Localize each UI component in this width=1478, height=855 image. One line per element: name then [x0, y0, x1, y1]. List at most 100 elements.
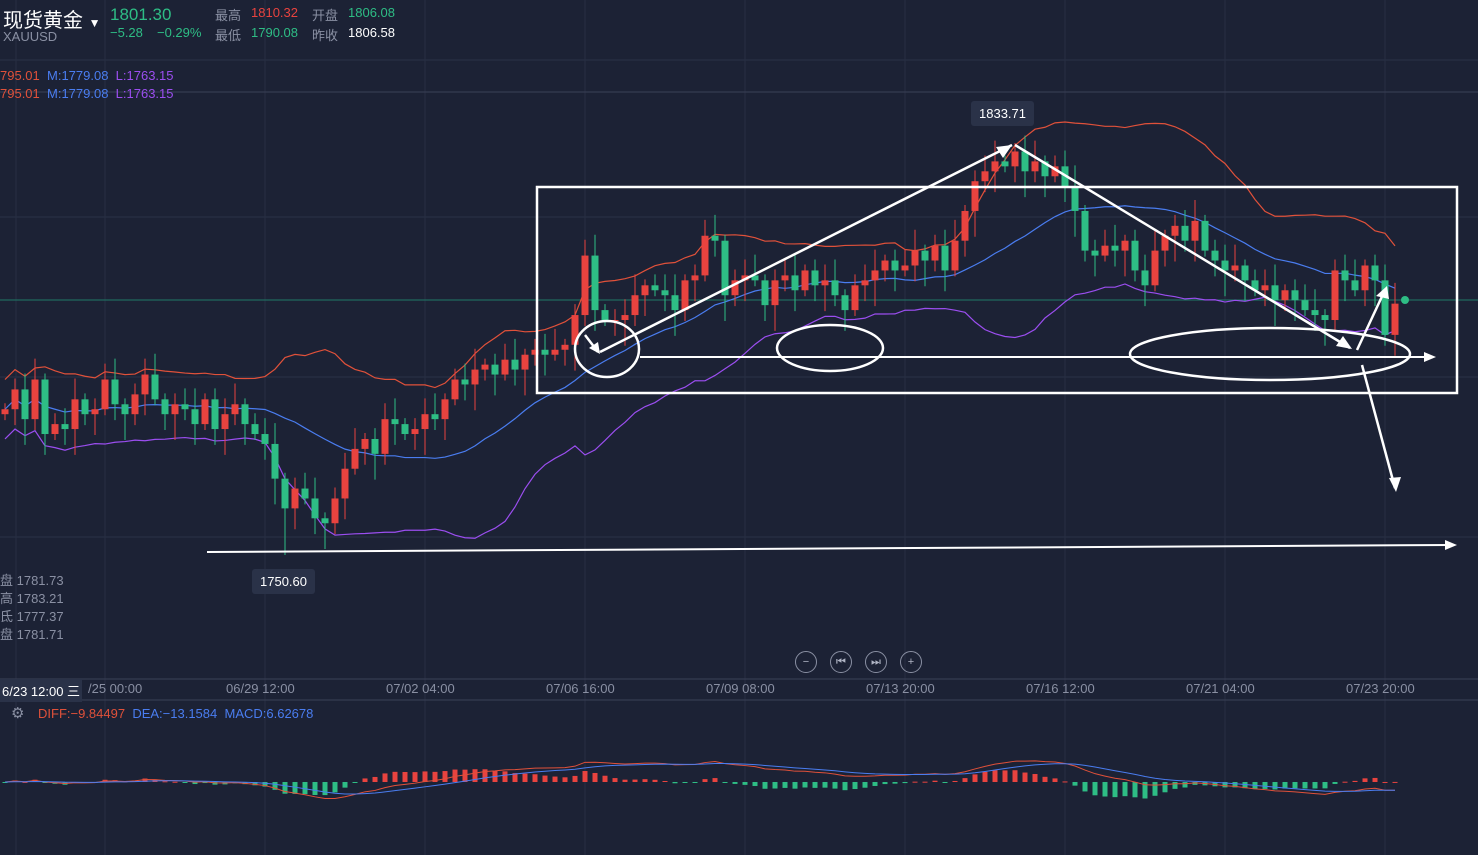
candle-body — [61, 424, 69, 430]
readout-low: 氐 1777.37 — [0, 609, 64, 624]
settings-icon[interactable]: ⚙ — [11, 705, 25, 722]
macd-histogram-bar — [382, 773, 388, 782]
change: −5.28 — [110, 25, 143, 40]
candle-body — [81, 399, 89, 415]
candle-body — [1091, 250, 1099, 256]
macd-histogram-bar — [772, 782, 778, 789]
candle-body — [111, 379, 119, 405]
candle-body — [781, 275, 789, 281]
macd-histogram-bar — [1332, 782, 1338, 784]
instrument-name-text: 现货黄金 — [3, 10, 83, 32]
range-box — [535, 185, 1459, 395]
candle-body — [491, 364, 499, 375]
zoom-in-button[interactable]: + — [900, 651, 922, 673]
candle-body — [381, 419, 389, 454]
candle-body — [1351, 280, 1359, 291]
candle-body — [311, 498, 319, 519]
macd-histogram-bar — [202, 782, 208, 784]
macd-histogram-bar — [1322, 782, 1328, 789]
candle-body — [1361, 265, 1369, 291]
macd-histogram-bar — [582, 771, 588, 782]
candle-body — [1201, 220, 1209, 251]
candle-body — [631, 295, 639, 316]
candle-body — [641, 285, 649, 296]
candle-body — [1121, 240, 1129, 251]
diff-value: DIFF:−9.84497 — [38, 706, 126, 721]
max-price-tooltip: 1833.71 — [971, 101, 1034, 126]
boll-mid: M:1779.08 — [47, 86, 109, 101]
macd-histogram-bar — [2, 782, 8, 783]
candle-body — [141, 374, 149, 395]
boll-mid: M:1779.08 — [47, 68, 109, 83]
macd-histogram-bar — [1172, 782, 1178, 789]
macd-histogram-bar — [652, 779, 658, 782]
macd-histogram-bar — [452, 769, 458, 782]
candle-body — [371, 438, 379, 454]
macd-histogram-bar — [612, 778, 618, 782]
macd-histogram-bar — [512, 773, 518, 782]
macd-histogram-bar — [852, 782, 858, 790]
macd-histogram-bar — [442, 771, 448, 782]
candle-body — [91, 409, 99, 415]
macd-histogram-bar — [1012, 770, 1018, 782]
candle-body — [1291, 290, 1299, 301]
candle-body — [701, 235, 709, 276]
macd-histogram-bar — [1022, 772, 1028, 782]
time-label: 07/02 04:00 — [386, 681, 455, 696]
instrument-name[interactable]: 现货黄金 ▼ — [3, 4, 100, 33]
candle-body — [421, 414, 429, 430]
change-pct: −0.29% — [157, 25, 202, 40]
macd-histogram-bar — [332, 782, 338, 793]
macd-histogram-bar — [572, 775, 578, 782]
zoom-out-button[interactable]: − — [795, 651, 817, 673]
time-label: 07/09 08:00 — [706, 681, 775, 696]
candle-body — [331, 498, 339, 524]
candle-body — [1001, 161, 1009, 167]
candle-body — [1151, 250, 1159, 286]
annotations — [206, 143, 1459, 553]
candle-body — [441, 399, 449, 420]
candle-body — [1071, 186, 1079, 211]
scroll-start-button[interactable]: ⏮ — [830, 651, 852, 673]
boll-legend-2: 795.01 M:1779.08 L:1763.15 — [0, 86, 174, 101]
scroll-end-button[interactable]: ⏭ — [865, 651, 887, 673]
macd-histogram-bar — [692, 782, 698, 783]
candle-body — [911, 250, 919, 266]
macd-histogram-bar — [882, 782, 888, 785]
candle-body — [941, 245, 949, 271]
candle-body — [831, 280, 839, 296]
candle-body — [861, 280, 869, 286]
candle-body — [51, 424, 59, 435]
candle-body — [821, 280, 829, 286]
candle-body — [621, 315, 629, 321]
candle-body — [881, 260, 889, 271]
candle-body — [11, 389, 19, 410]
macd-histogram-bar — [732, 782, 738, 784]
candle-body — [761, 280, 769, 306]
high-label: 最高 — [215, 8, 242, 23]
macd-histogram-bar — [142, 778, 148, 782]
candle-body — [341, 468, 349, 499]
candle-body — [401, 424, 409, 435]
candle-body — [71, 399, 79, 430]
low-value: 1790.08 — [251, 25, 298, 40]
macd-histogram-bar — [292, 782, 298, 794]
candle-body — [951, 240, 959, 271]
macd-histogram-bar — [702, 779, 708, 782]
macd-histogram-bar — [562, 777, 568, 782]
last-price: 1801.30 — [110, 5, 172, 24]
open-label: 开盘 — [312, 8, 339, 23]
candle-body — [391, 419, 399, 425]
candle-body — [1051, 166, 1059, 177]
macd-histogram-bar — [352, 782, 358, 783]
macd-histogram-bar — [1232, 782, 1238, 788]
macd-histogram-bar — [682, 782, 688, 783]
candle-body — [511, 359, 519, 370]
dropdown-icon[interactable]: ▼ — [88, 16, 101, 30]
macd-histogram-bar — [812, 782, 818, 788]
macd-histogram-bar — [342, 782, 348, 788]
macd-histogram-bar — [1002, 770, 1008, 782]
candle-body — [1181, 225, 1189, 241]
candle-body — [251, 424, 259, 435]
